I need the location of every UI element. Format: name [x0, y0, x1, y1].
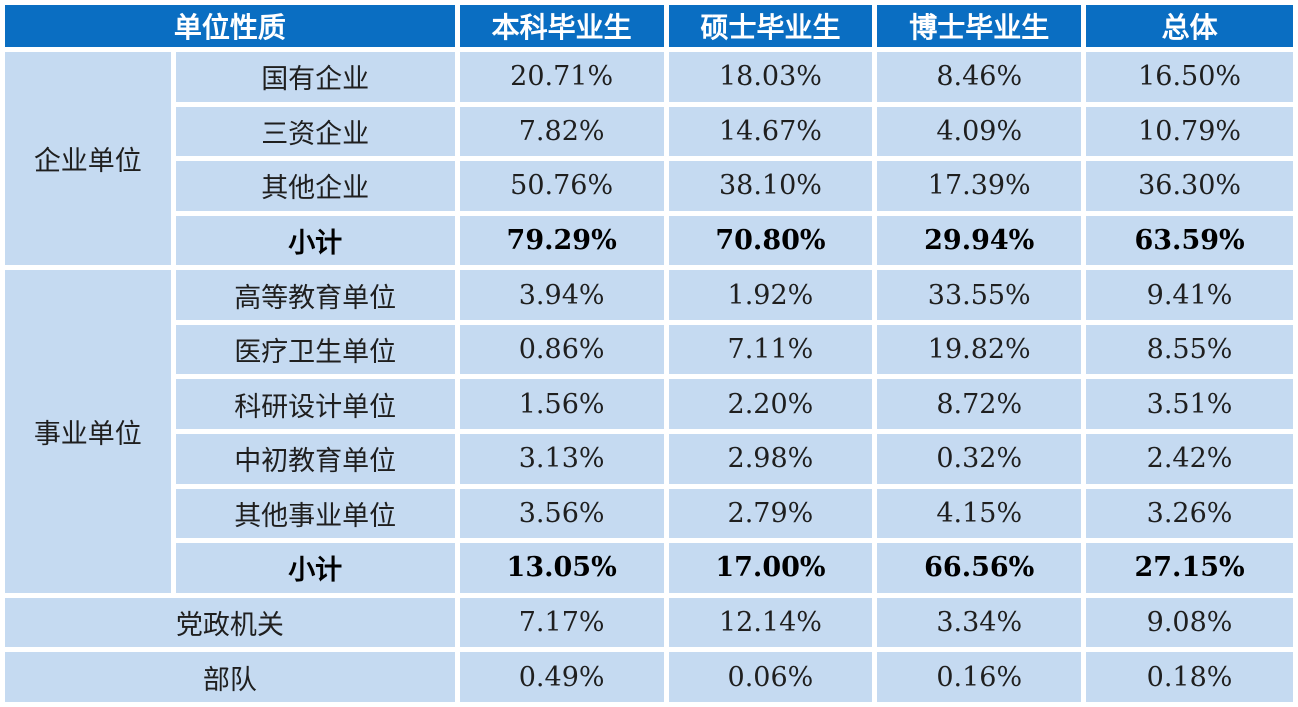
header-row: 单位性质 本科毕业生 硕士毕业生 博士毕业生 总体 [5, 5, 1293, 47]
row-name: 国有企业 [175, 52, 455, 102]
table-row: 其他企业 50.76% 38.10% 17.39% 36.30% [5, 161, 1293, 211]
subtotal-row-enterprise: 小计 79.29% 70.80% 29.94% 63.59% [5, 215, 1293, 266]
cell-bachelor: 0.86% [459, 324, 664, 375]
subtotal-label: 小计 [175, 543, 455, 593]
subtotal-bachelor: 79.29% [459, 215, 664, 266]
cell-bachelor: 3.13% [459, 434, 664, 484]
subtotal-total: 63.59% [1086, 215, 1293, 266]
group-label-institution: 事业单位 [5, 270, 171, 593]
cell-master: 1.92% [668, 270, 873, 320]
cell-doctor: 0.32% [877, 434, 1082, 484]
cell-master: 2.79% [668, 488, 873, 539]
header-master: 硕士毕业生 [668, 5, 873, 47]
row-name: 医疗卫生单位 [175, 324, 455, 375]
cell-total: 3.51% [1086, 379, 1293, 430]
cell-master: 18.03% [668, 52, 873, 102]
header-bachelor: 本科毕业生 [459, 5, 664, 47]
subtotal-master: 17.00% [668, 543, 873, 593]
table-row: 中初教育单位 3.13% 2.98% 0.32% 2.42% [5, 434, 1293, 484]
table-row: 其他事业单位 3.56% 2.79% 4.15% 3.26% [5, 488, 1293, 539]
row-name: 高等教育单位 [175, 270, 455, 320]
cell-doctor: 8.46% [877, 52, 1082, 102]
cell-total: 8.55% [1086, 324, 1293, 375]
table-row: 部队 0.49% 0.06% 0.16% 0.18% [5, 652, 1293, 702]
cell-master: 0.06% [668, 652, 873, 702]
cell-bachelor: 7.82% [459, 106, 664, 157]
cell-total: 0.18% [1086, 652, 1293, 702]
cell-doctor: 8.72% [877, 379, 1082, 430]
cell-master: 7.11% [668, 324, 873, 375]
cell-total: 9.41% [1086, 270, 1293, 320]
cell-bachelor: 50.76% [459, 161, 664, 211]
table-row: 医疗卫生单位 0.86% 7.11% 19.82% 8.55% [5, 324, 1293, 375]
cell-master: 38.10% [668, 161, 873, 211]
cell-bachelor: 20.71% [459, 52, 664, 102]
cell-bachelor: 3.56% [459, 488, 664, 539]
table-row: 企业单位 国有企业 20.71% 18.03% 8.46% 16.50% [5, 52, 1293, 266]
row-name-government: 党政机关 [5, 597, 455, 648]
cell-doctor: 17.39% [877, 161, 1082, 211]
cell-doctor: 19.82% [877, 324, 1082, 375]
table-row: 事业单位 高等教育单位 3.94% 1.92% 33.55% 9.41% [5, 270, 1293, 593]
cell-bachelor: 0.49% [459, 652, 664, 702]
row-name: 科研设计单位 [175, 379, 455, 430]
cell-doctor: 33.55% [877, 270, 1082, 320]
cell-master: 14.67% [668, 106, 873, 157]
subtotal-doctor: 66.56% [877, 543, 1082, 593]
cell-total: 10.79% [1086, 106, 1293, 157]
row-name: 中初教育单位 [175, 434, 455, 484]
cell-total: 16.50% [1086, 52, 1293, 102]
row-name: 其他事业单位 [175, 488, 455, 539]
header-doctor: 博士毕业生 [877, 5, 1082, 47]
subtotal-total: 27.15% [1086, 543, 1293, 593]
row-name: 其他企业 [175, 161, 455, 211]
cell-total: 3.26% [1086, 488, 1293, 539]
header-total: 总体 [1086, 5, 1293, 47]
group-label-enterprise: 企业单位 [5, 52, 171, 266]
cell-doctor: 3.34% [877, 597, 1082, 648]
subtotal-master: 70.80% [668, 215, 873, 266]
cell-doctor: 4.09% [877, 106, 1082, 157]
cell-bachelor: 1.56% [459, 379, 664, 430]
header-unit-type: 单位性质 [5, 5, 455, 47]
subtotal-bachelor: 13.05% [459, 543, 664, 593]
subtotal-doctor: 29.94% [877, 215, 1082, 266]
cell-total: 2.42% [1086, 434, 1293, 484]
cell-master: 12.14% [668, 597, 873, 648]
row-name-military: 部队 [5, 652, 455, 702]
cell-doctor: 4.15% [877, 488, 1082, 539]
cell-bachelor: 7.17% [459, 597, 664, 648]
table-row: 党政机关 7.17% 12.14% 3.34% 9.08% [5, 597, 1293, 648]
subtotal-label: 小计 [175, 215, 455, 266]
table-row: 科研设计单位 1.56% 2.20% 8.72% 3.51% [5, 379, 1293, 430]
cell-master: 2.98% [668, 434, 873, 484]
cell-total: 36.30% [1086, 161, 1293, 211]
cell-master: 2.20% [668, 379, 873, 430]
subtotal-row-institution: 小计 13.05% 17.00% 66.56% 27.15% [5, 543, 1293, 593]
row-name: 三资企业 [175, 106, 455, 157]
cell-bachelor: 3.94% [459, 270, 664, 320]
cell-total: 9.08% [1086, 597, 1293, 648]
table-row: 三资企业 7.82% 14.67% 4.09% 10.79% [5, 106, 1293, 157]
cell-doctor: 0.16% [877, 652, 1082, 702]
